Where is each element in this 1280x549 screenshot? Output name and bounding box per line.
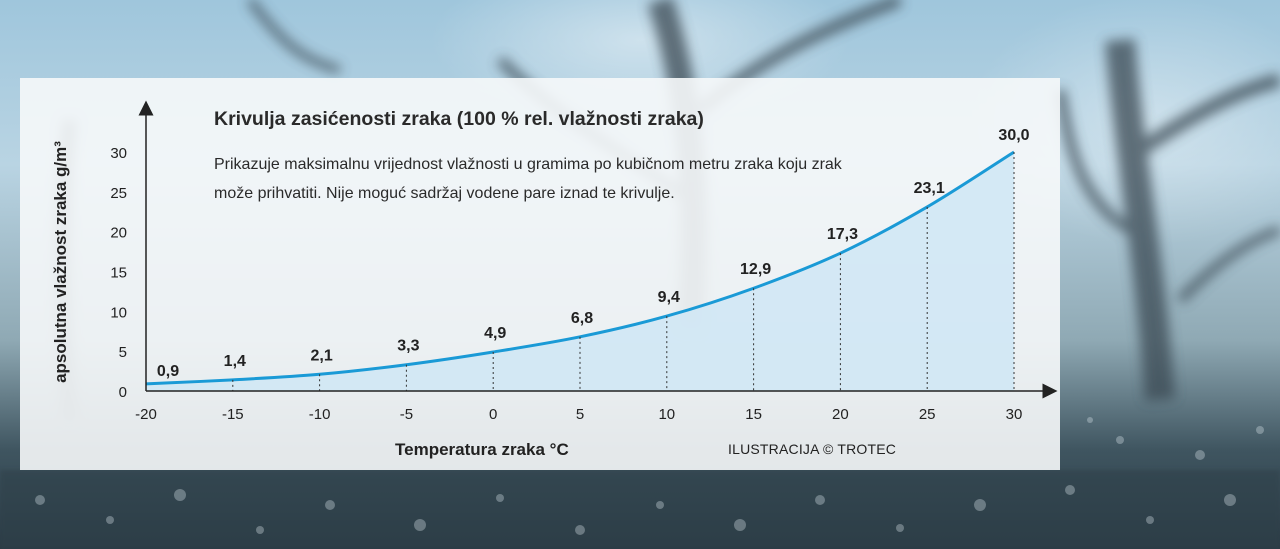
x-tick-label: -15 [222,406,244,423]
chart-title: Krivulja zasićenosti zraka (100 % rel. v… [214,108,704,130]
curve-area-fill [146,152,1014,391]
value-label: 17,3 [827,226,858,243]
x-tick-label: 0 [489,406,497,423]
y-tick-label: 30 [110,145,127,162]
value-label: 6,8 [571,310,593,327]
value-label: 12,9 [740,261,771,278]
x-axis-title: Temperatura zraka °C [395,440,569,459]
value-label: 30,0 [998,127,1029,144]
value-label: 3,3 [397,338,419,355]
x-tick-label: 25 [919,406,936,423]
y-tick-label: 5 [119,344,127,361]
y-tick-label: 10 [110,304,127,321]
value-label: 23,1 [914,180,945,197]
illustration-credit: ILUSTRACIJA © TROTEC [728,441,896,457]
y-tick-label: 20 [110,225,127,242]
x-tick-label: -20 [135,406,157,423]
value-label: 2,1 [310,347,332,364]
value-label: 4,9 [484,325,506,342]
saturation-curve-line [145,150,1015,386]
value-label: 9,4 [658,289,680,306]
x-tick-label: -5 [400,406,413,423]
x-tick-label: 5 [576,406,584,423]
y-axis-title: apsolutna vlažnost zraka g/m³ [51,141,70,383]
x-tick-label: 10 [658,406,675,423]
y-tick-label: 25 [110,185,127,202]
x-tick-label: -10 [309,406,331,423]
x-tick-label: 15 [745,406,762,423]
value-label: 0,9 [157,363,179,380]
x-tick-label: 30 [1006,406,1023,423]
x-tick-label: 20 [832,406,849,423]
value-label: 1,4 [224,353,246,370]
chart-description: Prikazuje maksimalnu vrijednost vlažnost… [214,156,842,202]
y-tick-label: 15 [110,265,127,282]
y-tick-label: 0 [119,384,127,401]
